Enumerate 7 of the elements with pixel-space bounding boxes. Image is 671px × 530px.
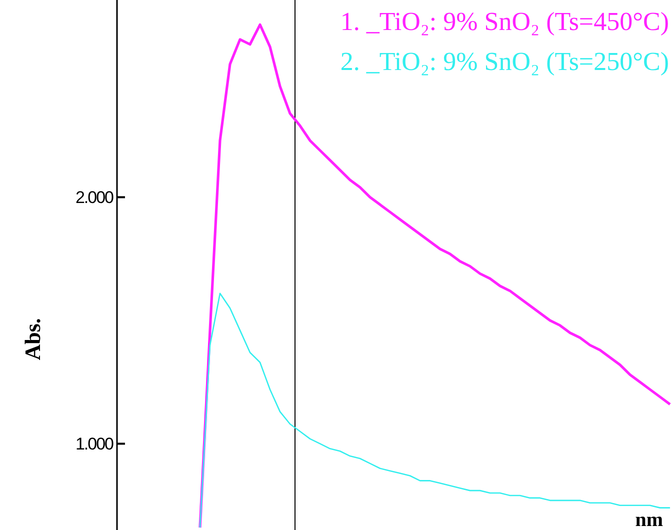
y-tick-label: 1.000 xyxy=(75,434,114,454)
x-axis-title: nm xyxy=(635,509,664,530)
line-series xyxy=(199,292,671,528)
text: 2. _TiO₂: 9% SnO₂ (Ts=250°C) xyxy=(340,47,669,76)
y-tick-label: 2.000 xyxy=(75,188,114,208)
text: 1. _TiO₂: 9% SnO₂ (Ts=450°C) xyxy=(340,7,669,36)
y-axis-title: Abs. xyxy=(20,318,45,360)
